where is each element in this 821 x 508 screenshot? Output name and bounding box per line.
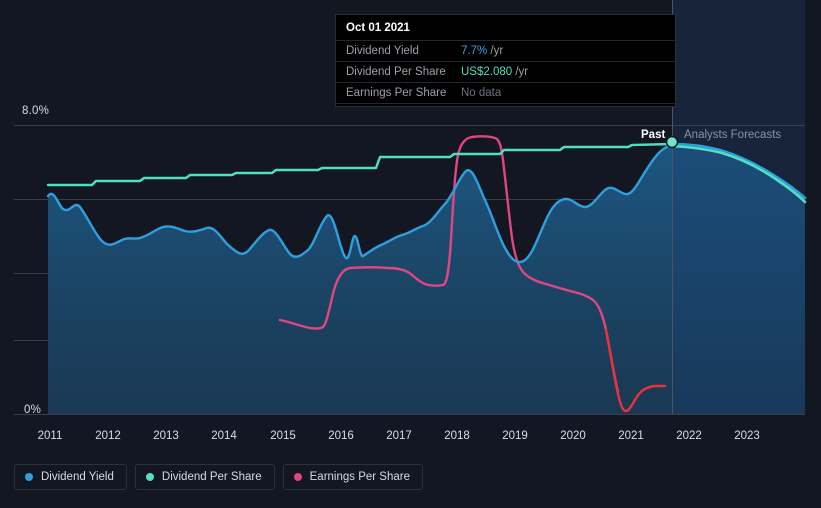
x-axis-label-2016: 2016 [328, 430, 354, 442]
analysts-forecasts-label: Analysts Forecasts [684, 129, 782, 141]
chart-tooltip: Oct 01 2021 Dividend Yield 7.7% /yr Divi… [335, 14, 676, 107]
tooltip-key-earnings-per-share: Earnings Per Share [346, 87, 447, 99]
tooltip-row-dividend-yield: Dividend Yield 7.7% /yr [336, 40, 675, 61]
dividend-per-share-dot-icon [145, 473, 154, 481]
tooltip-value-dividend-yield-number: 7.7% [461, 45, 488, 57]
earnings-per-share-negative-segment [604, 328, 667, 413]
tooltip-key-dividend-per-share: Dividend Per Share [346, 66, 446, 78]
dividend-yield-area-forecast [672, 144, 805, 414]
dividend-yield-line [46, 142, 674, 264]
x-axis-label-2022: 2022 [676, 430, 702, 442]
plot-area[interactable] [0, 0, 821, 460]
divider-marker-dot [665, 135, 679, 149]
x-axis-label-2011: 2011 [37, 430, 63, 442]
tooltip-unit-dividend-per-share: /yr [515, 66, 529, 78]
x-axis-label-2012: 2012 [95, 430, 121, 442]
tooltip-unit-dividend-yield: /yr [490, 45, 504, 57]
x-axis-label-2023: 2023 [734, 430, 760, 442]
tooltip-key-dividend-yield: Dividend Yield [346, 45, 419, 57]
dividend-yield-area [48, 144, 672, 414]
y-axis-label-top: 8.0% [22, 105, 50, 117]
y-axis-label-zero: 0% [24, 404, 42, 416]
dividend-per-share-line [46, 142, 674, 187]
x-axis-label-2015: 2015 [270, 430, 296, 442]
tooltip-row-earnings-per-share: Earnings Per Share No data [336, 82, 675, 104]
past-label: Past [641, 129, 666, 141]
legend-item-dividend-yield[interactable]: Dividend Yield [14, 464, 127, 490]
dividend-per-share-line-forecast [670, 144, 807, 204]
legend-item-dividend-per-share[interactable]: Dividend Per Share [134, 464, 275, 490]
x-axis-label-2018: 2018 [444, 430, 470, 442]
x-axis-label-2014: 2014 [211, 430, 237, 442]
x-axis-label-2017: 2017 [386, 430, 412, 442]
tooltip-value-dividend-per-share-number: US$2.080 [461, 66, 513, 78]
x-axis-label-2021: 2021 [618, 430, 644, 442]
tooltip-date: Oct 01 2021 [346, 22, 410, 34]
dividend-yield-line-forecast [670, 142, 807, 200]
tooltip-value-earnings-per-share: No data [461, 87, 501, 99]
earnings-per-share-dot-icon [293, 473, 302, 481]
x-axis-label-2019: 2019 [502, 430, 528, 442]
tooltip-value-dividend-per-share: US$2.080 /yr [461, 66, 528, 78]
x-axis-label-2020: 2020 [560, 430, 586, 442]
legend-item-earnings-per-share[interactable]: Earnings Per Share [282, 464, 423, 490]
legend-label-dividend-per-share: Dividend Per Share [161, 471, 262, 483]
x-axis-label-2013: 2013 [153, 430, 179, 442]
chart-legend: Dividend Yield Dividend Per Share Earnin… [14, 464, 423, 490]
tooltip-value-earnings-per-share-number: No data [461, 87, 502, 99]
legend-label-dividend-yield: Dividend Yield [41, 471, 114, 483]
tooltip-row-dividend-per-share: Dividend Per Share US$2.080 /yr [336, 61, 675, 82]
legend-label-earnings-per-share: Earnings Per Share [309, 471, 410, 483]
dividend-yield-dot-icon [25, 473, 33, 481]
tooltip-value-dividend-yield: 7.7% /yr [461, 45, 503, 57]
